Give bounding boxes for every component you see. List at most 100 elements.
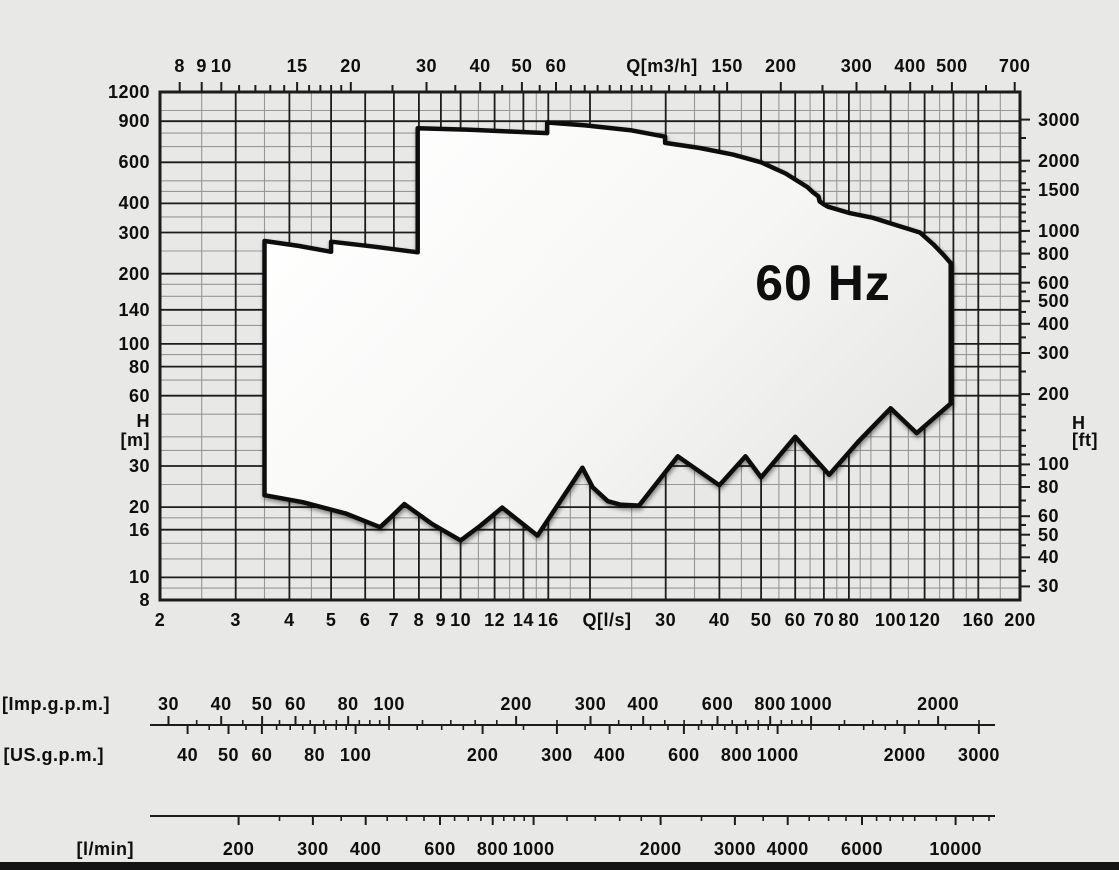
l-min-tick-label: 300 <box>297 839 329 859</box>
right-axis-tick-label: 400 <box>1038 313 1070 334</box>
bottom-axis-tick-label: 16 <box>537 610 559 630</box>
left-axis-tick-label: 1200 <box>107 82 150 102</box>
bottom-axis-tick-label: 70 <box>813 610 835 630</box>
l-min-tick-label: 4000 <box>766 839 809 859</box>
us-gpm-tick-label: 300 <box>541 745 573 765</box>
imp-gpm-tick-label: 600 <box>701 694 734 714</box>
l-min-tick-label: 200 <box>222 839 255 859</box>
bottom-axis-tick-label: 14 <box>512 610 534 630</box>
bottom-axis-tick-label: 80 <box>838 610 860 630</box>
imp-gpm-tick-label: 400 <box>627 694 659 714</box>
imp-gpm-tick-label: 200 <box>500 694 532 714</box>
left-axis-tick-label: 400 <box>118 193 150 214</box>
us-gpm-tick-label: 100 <box>339 745 372 765</box>
bottom-axis-tick-label: 100 <box>874 610 907 630</box>
left-axis-tick-label: 20 <box>128 497 150 518</box>
imp-gpm-tick-label: 60 <box>284 694 307 714</box>
left-axis-tick-label: 8 <box>139 590 150 610</box>
bottom-axis-tick-label: 200 <box>1004 610 1036 630</box>
right-axis-tick-label: 30 <box>1038 576 1060 597</box>
imp-gpm-tick-label: 80 <box>337 694 359 714</box>
plot-border <box>158 90 1022 602</box>
top-axis-tick-label: 8 <box>174 56 185 76</box>
us-gpm-tick-label: 400 <box>593 745 626 765</box>
us-gpm-tick-label: 60 <box>251 745 273 765</box>
right-axis-tick-label: 100 <box>1038 454 1070 475</box>
left-axis-tick-label: 200 <box>118 263 150 284</box>
left-axis-tick-label: 10 <box>128 567 150 588</box>
left-axis-tick-label: 30 <box>128 456 150 476</box>
left-axis-unit-label-h: H <box>136 411 150 431</box>
right-axis-tick-label: 2000 <box>1038 150 1081 171</box>
top-axis-unit-label: Q[m3/h] <box>626 56 698 76</box>
right-axis-unit-label-ft: [ft] <box>1072 430 1098 450</box>
bottom-axis-tick-label: 6 <box>359 610 371 630</box>
left-axis-tick-label: 140 <box>118 299 150 320</box>
imp-gpm-scale-label: [Imp.g.p.m.] <box>2 694 110 714</box>
l-min-tick-label: 1000 <box>512 839 555 859</box>
top-axis-tick-label: 15 <box>286 56 308 76</box>
imp-gpm-tick-label: 40 <box>210 694 232 714</box>
l-min-scale-label: [l/min] <box>76 839 134 859</box>
left-axis-tick-label: 900 <box>118 111 150 132</box>
bottom-axis-tick-label: 30 <box>655 610 677 630</box>
left-axis-tick-label: 100 <box>118 333 150 354</box>
l-min-tick-label: 10000 <box>929 839 982 859</box>
us-gpm-tick-label: 50 <box>217 745 240 765</box>
us-gpm-tick-label: 800 <box>720 745 753 765</box>
us-gpm-tick-label: 1000 <box>756 745 799 765</box>
right-axis-tick-label: 40 <box>1038 547 1060 568</box>
bottom-axis-tick-label: 4 <box>284 610 295 630</box>
l-min-tick-label: 3000 <box>713 839 756 859</box>
right-axis-tick-label: 800 <box>1038 243 1070 264</box>
right-axis-unit-label-h: H <box>1072 413 1086 433</box>
top-axis-tick-label: 30 <box>415 56 438 76</box>
bottom-axis-tick-label: 7 <box>388 610 400 630</box>
bottom-axis-unit-label: Q[l/s] <box>582 610 632 630</box>
us-gpm-tick-label: 600 <box>668 745 700 765</box>
imp-gpm-tick-label: 100 <box>373 694 405 714</box>
l-min-tick-label: 600 <box>424 839 456 859</box>
top-axis-tick-label: 150 <box>711 56 743 76</box>
top-axis-tick-label: 60 <box>545 56 567 76</box>
imp-gpm-tick-label: 800 <box>754 694 786 714</box>
left-axis-tick-label: 600 <box>118 152 150 173</box>
bottom-axis-tick-label: 12 <box>484 610 506 630</box>
imp-gpm-tick-label: 30 <box>157 694 180 714</box>
frequency-label: 60 Hz <box>755 255 891 311</box>
top-axis-tick-label: 10 <box>210 56 232 76</box>
us-gpm-tick-label: 80 <box>304 745 326 765</box>
us-gpm-tick-label: 200 <box>466 745 499 765</box>
bottom-axis-tick-label: 60 <box>784 610 806 630</box>
bottom-axis-tick-label: 50 <box>750 610 772 630</box>
l-min-tick-label: 2000 <box>639 839 682 859</box>
imp-gpm-tick-label: 300 <box>574 694 607 714</box>
top-axis-tick-label: 20 <box>340 56 362 76</box>
left-axis-tick-label: 60 <box>128 385 150 406</box>
top-axis-tick-label: 700 <box>998 56 1031 76</box>
bottom-axis-tick-label: 5 <box>325 610 337 630</box>
left-axis-tick-label: 300 <box>118 222 150 243</box>
right-axis-tick-label: 80 <box>1038 477 1060 497</box>
top-axis-tick-label: 300 <box>840 56 873 76</box>
top-axis-tick-label: 500 <box>936 56 968 76</box>
right-axis-tick-label: 300 <box>1038 343 1070 363</box>
right-axis-tick-label: 1000 <box>1038 220 1081 241</box>
bottom-axis-tick-label: 120 <box>908 610 941 630</box>
bottom-axis-tick-label: 10 <box>450 610 472 630</box>
l-min-tick-label: 400 <box>349 839 382 859</box>
right-axis-tick-label: 500 <box>1038 291 1070 312</box>
right-axis-tick-label: 60 <box>1038 506 1060 527</box>
right-axis-tick-label: 50 <box>1038 524 1060 545</box>
top-axis-tick-label: 50 <box>511 56 533 76</box>
top-axis-tick-label: 40 <box>469 56 491 76</box>
l-min-tick-label: 800 <box>476 839 509 859</box>
us-gpm-scale-label: [US.g.p.m.] <box>3 745 104 765</box>
us-gpm-tick-label: 40 <box>177 745 199 765</box>
left-axis-unit-label-m: [m] <box>120 430 150 450</box>
us-gpm-tick-label: 2000 <box>883 745 926 765</box>
top-axis-tick-label: 400 <box>894 56 926 76</box>
imp-gpm-tick-label: 50 <box>251 694 273 714</box>
bottom-axis-tick-label: 3 <box>230 610 241 630</box>
